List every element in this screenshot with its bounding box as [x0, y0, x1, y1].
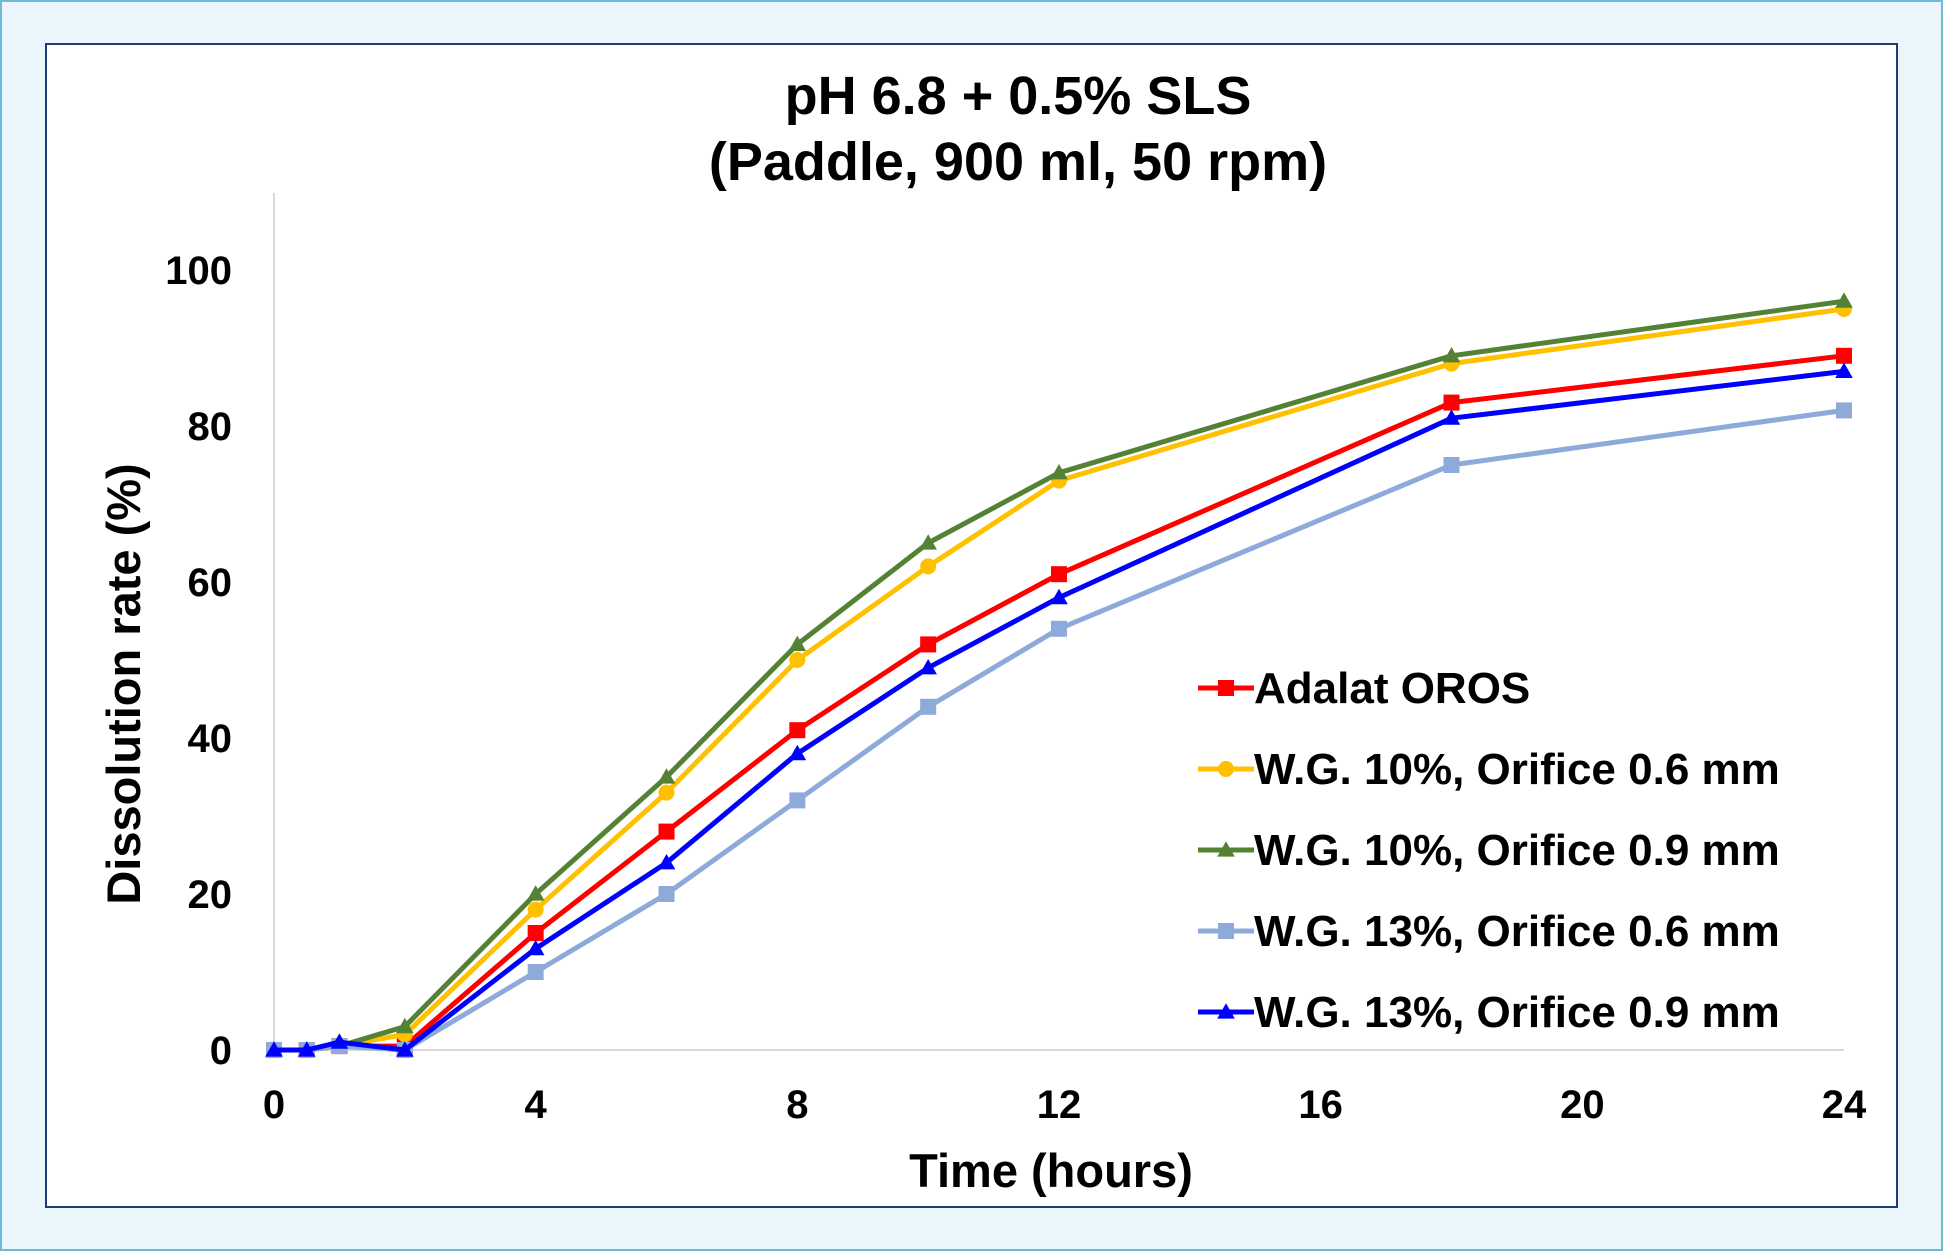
data-point — [1051, 620, 1067, 637]
data-point — [919, 659, 937, 675]
legend-marker — [1218, 680, 1234, 696]
data-point — [526, 885, 545, 901]
legend-item: Adalat OROS — [1198, 664, 1530, 713]
data-point — [658, 823, 675, 840]
data-point — [1836, 347, 1852, 364]
x-tick-label: 16 — [1298, 1083, 1343, 1127]
x-tick-label: 4 — [525, 1083, 548, 1127]
data-point — [527, 901, 544, 918]
data-point — [788, 635, 807, 651]
x-tick-label: 24 — [1822, 1083, 1867, 1127]
legend-item: W.G. 10%, Orifice 0.9 mm — [1198, 826, 1780, 875]
data-point — [920, 698, 937, 715]
y-tick-label: 0 — [210, 1029, 232, 1073]
legend-item: W.G. 10%, Orifice 0.6 mm — [1198, 745, 1780, 794]
data-point — [1442, 409, 1461, 425]
legend-item: W.G. 13%, Orifice 0.9 mm — [1198, 988, 1780, 1037]
y-tick-label: 100 — [165, 249, 232, 293]
legend-label: W.G. 10%, Orifice 0.6 mm — [1254, 745, 1780, 794]
data-point — [1836, 402, 1852, 419]
data-point — [396, 1017, 414, 1034]
data-point — [919, 534, 937, 550]
data-point — [920, 636, 937, 653]
data-point — [1835, 292, 1853, 308]
data-point — [788, 744, 807, 761]
chart-title: pH 6.8 + 0.5% SLS — [785, 66, 1252, 126]
y-tick-label: 20 — [188, 873, 233, 917]
y-axis-label: Dissolution rate (%) — [97, 463, 150, 904]
data-point — [1443, 394, 1460, 411]
data-point — [527, 964, 544, 980]
legend-marker — [1217, 1003, 1235, 1019]
x-axis-label: Time (hours) — [909, 1144, 1193, 1197]
data-point — [789, 722, 806, 739]
legend-marker — [1218, 761, 1234, 777]
y-tick-label: 40 — [188, 717, 233, 761]
legend-label: W.G. 13%, Orifice 0.6 mm — [1254, 907, 1780, 956]
data-point — [1051, 566, 1067, 583]
legend-marker — [1217, 841, 1235, 857]
data-point — [657, 854, 676, 870]
data-point — [1443, 457, 1460, 473]
legend-item: W.G. 13%, Orifice 0.6 mm — [1198, 907, 1780, 956]
legend-marker — [1218, 923, 1234, 939]
data-point — [297, 1041, 316, 1057]
data-point — [1442, 347, 1461, 363]
x-tick-label: 0 — [263, 1083, 285, 1127]
legend: Adalat OROS W.G. 10%, Orifice 0.6 mm W.G. … — [1198, 664, 1780, 1037]
series-layer — [265, 292, 1853, 1058]
x-tick-label: 8 — [786, 1083, 808, 1127]
x-tick-label: 12 — [1037, 1083, 1082, 1127]
x-tick-label: 20 — [1560, 1083, 1605, 1127]
data-point — [1050, 464, 1068, 480]
data-point — [527, 925, 544, 941]
data-point — [789, 652, 806, 668]
data-point — [330, 1033, 349, 1049]
chart-panel — [45, 43, 1898, 1208]
legend-label: W.G. 10%, Orifice 0.9 mm — [1254, 826, 1780, 875]
chart-subtitle: (Paddle, 900 ml, 50 rpm) — [709, 132, 1327, 192]
tick-labels: 0 4 8 12 16 20 24 0 20 40 60 80 100 — [165, 249, 1867, 1127]
data-point — [658, 886, 675, 902]
legend-label: W.G. 13%, Orifice 0.9 mm — [1254, 988, 1780, 1037]
data-point — [658, 784, 675, 801]
series-5 — [265, 362, 1853, 1057]
series-4 — [266, 402, 1852, 1058]
data-point — [920, 558, 937, 575]
data-point — [1835, 362, 1853, 378]
data-point — [396, 1041, 414, 1057]
data-point — [526, 939, 545, 956]
y-tick-label: 60 — [188, 561, 233, 605]
y-tick-label: 80 — [188, 405, 233, 449]
data-point — [657, 768, 676, 784]
data-point — [265, 1041, 283, 1057]
data-point — [1050, 588, 1068, 605]
data-point — [789, 792, 806, 809]
legend-label: Adalat OROS — [1254, 664, 1530, 713]
